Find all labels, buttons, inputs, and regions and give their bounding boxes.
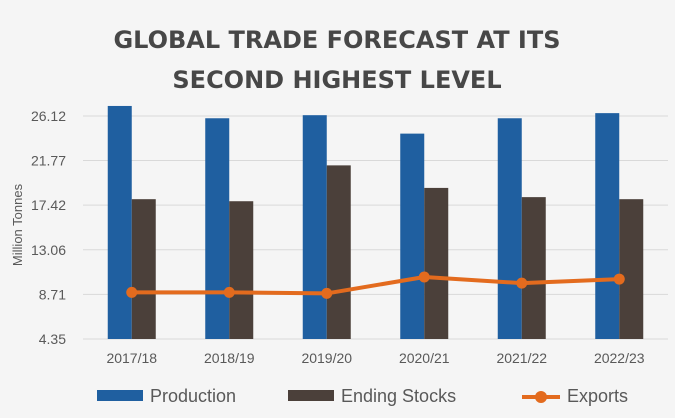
- y-axis-ticks: 4.35 8.71 13.06 17.42 21.77 26.12: [31, 108, 66, 347]
- ending-stocks-bar: [521, 197, 546, 339]
- ending-stocks-bar: [326, 165, 351, 339]
- legend-label-ending-stocks: Ending Stocks: [341, 386, 456, 406]
- x-axis-ticks: 2017/18 2018/19 2019/20 2020/21 2021/22 2022/…: [106, 350, 644, 366]
- x-tick-label: 2019/20: [301, 350, 352, 366]
- y-tick-label: 17.42: [31, 197, 66, 213]
- x-tick-label: 2020/21: [399, 350, 450, 366]
- exports-point: [418, 271, 430, 283]
- production-bar: [497, 118, 522, 339]
- y-tick-label: 8.71: [39, 286, 66, 302]
- y-tick-label: 21.77: [31, 153, 66, 169]
- y-tick-label: 13.06: [31, 242, 66, 258]
- ending-stocks-bar: [619, 199, 644, 339]
- x-tick-label: 2017/18: [106, 350, 157, 366]
- exports-line: [126, 271, 625, 299]
- x-tick-label: 2018/19: [204, 350, 255, 366]
- x-tick-label: 2021/22: [496, 350, 547, 366]
- legend-marker-exports: [535, 391, 547, 403]
- chart-title-line-1: GLOBAL TRADE FORECAST AT ITS: [113, 26, 560, 54]
- exports-point: [223, 286, 235, 298]
- exports-point: [126, 286, 138, 298]
- production-bar: [107, 105, 132, 339]
- y-tick-label: 4.35: [39, 331, 66, 347]
- gridlines: [83, 115, 668, 340]
- production-bar: [302, 115, 327, 339]
- legend: Production Ending Stocks Exports: [97, 386, 628, 406]
- legend-swatch-production: [97, 390, 143, 401]
- exports-polyline: [131, 275, 620, 296]
- chart-title-line-2: SECOND HIGHEST LEVEL: [172, 66, 501, 94]
- production-bar: [205, 118, 230, 339]
- exports-point: [321, 287, 333, 299]
- production-bar: [595, 113, 620, 339]
- x-tick-label: 2022/23: [594, 350, 645, 366]
- y-tick-label: 26.12: [31, 108, 66, 124]
- y-axis-label: Million Tonnes: [10, 183, 25, 266]
- bars: [107, 105, 644, 339]
- ending-stocks-bar: [229, 201, 254, 339]
- legend-label-exports: Exports: [567, 386, 628, 406]
- production-bar: [400, 133, 425, 339]
- exports-point: [516, 277, 528, 289]
- legend-label-production: Production: [150, 386, 236, 406]
- exports-point: [613, 273, 625, 285]
- legend-swatch-ending-stocks: [288, 390, 334, 401]
- ending-stocks-bar: [424, 187, 449, 339]
- ending-stocks-bar: [131, 199, 156, 339]
